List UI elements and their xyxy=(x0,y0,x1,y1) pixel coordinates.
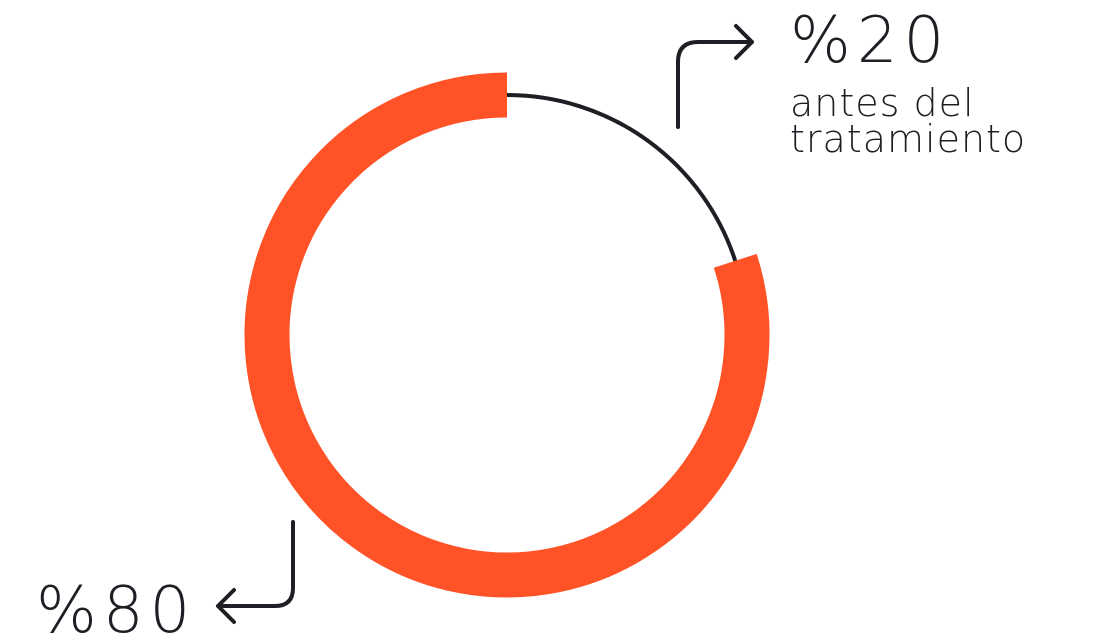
arrow-left-icon xyxy=(216,520,295,624)
annotation-80: %80 xyxy=(36,520,295,643)
slice-value-label-20: %20 xyxy=(790,4,950,78)
slice-20 xyxy=(506,93,738,262)
slice-description-line-2: tratamiento xyxy=(790,117,1026,161)
slice-description-line-1: antes del xyxy=(790,81,975,125)
slice-80 xyxy=(244,72,770,598)
annotation-20: %20 antes del tratamiento xyxy=(676,4,1026,161)
donut-slices xyxy=(244,72,770,598)
slice-value-label-80: %80 xyxy=(36,574,196,643)
arrow-right-icon xyxy=(676,24,754,129)
